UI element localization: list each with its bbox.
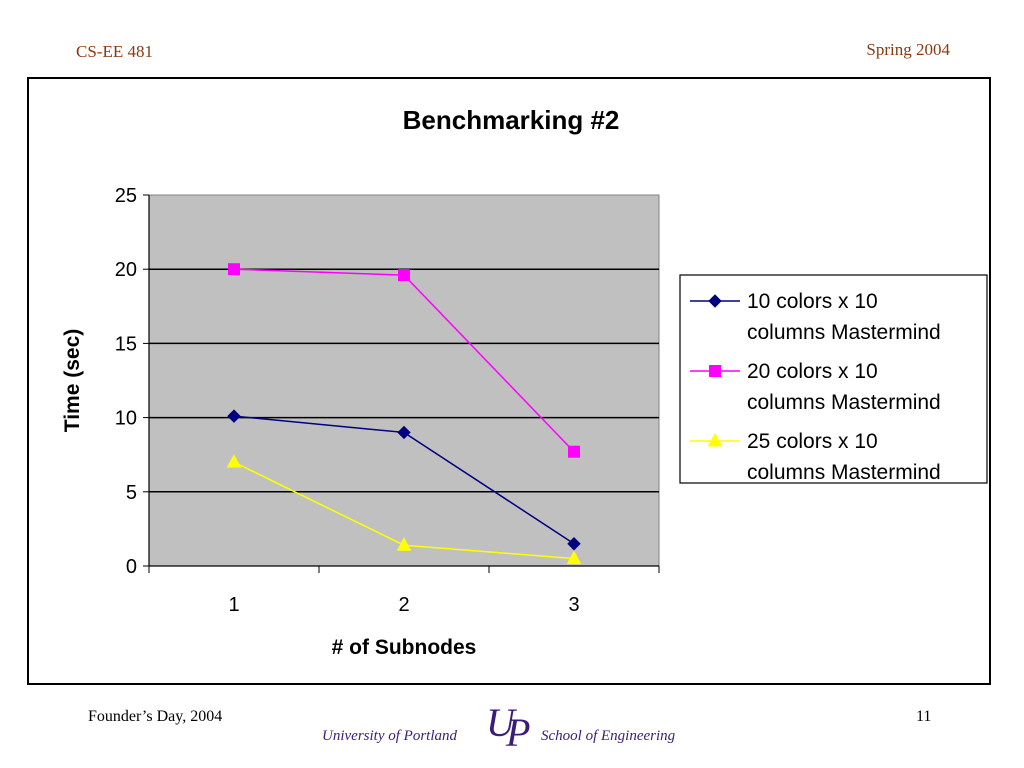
university-name: University of Portland [322,728,457,744]
data-point-s3-2 [396,537,412,551]
page-number: 11 [916,708,932,725]
data-point-s1-2 [397,425,411,440]
y-tick-label: 0 [126,556,137,578]
x-axis-label: # of Subnodes [332,636,477,659]
data-point-s2-2 [398,269,410,282]
course-label: CS-EE 481 [76,42,153,61]
data-point-s3-1 [226,454,242,468]
x-tick-label: 1 [228,594,239,616]
legend-marker-3 [707,432,723,447]
svg-text:U: U [486,700,518,745]
data-point-s1-3 [567,537,581,551]
y-tick-label: 25 [115,185,137,207]
data-point-s3-3 [566,550,582,565]
legend-label-2: 20 colors x 10 [747,360,878,383]
x-tick-label: 2 [398,594,409,616]
legend-label-3: columns Mastermind [747,461,941,484]
x-tick-label: 3 [568,594,579,616]
y-tick-label: 10 [115,408,137,430]
y-axis-label: Time (sec) [61,329,84,433]
y-tick-label: 5 [126,482,137,504]
data-point-s2-3 [568,445,580,458]
legend-marker-1 [708,294,722,308]
chart-title: Benchmarking #2 [403,105,620,135]
plot-area [148,194,660,567]
school-name: School of Engineering [541,728,676,744]
legend-label-2: columns Mastermind [747,391,941,414]
legend-label-3: 25 colors x 10 [747,430,878,453]
legend-label-1: columns Mastermind [747,321,941,344]
legend-marker-2 [709,365,721,377]
y-tick-label: 15 [115,333,137,355]
svg-text:P: P [505,710,530,752]
legend-label-1: 10 colors x 10 [747,290,878,313]
line-chart: Benchmarking #2 0 5 10 15 20 25 1 2 3 # of Subnode… [61,105,988,659]
data-point-s2-1 [228,263,240,276]
data-point-s1-1 [227,409,241,423]
y-tick-label: 20 [115,259,137,281]
university-logo: U P [486,700,530,752]
term-label: Spring 2004 [866,40,950,59]
legend-box [679,274,988,484]
chart-frame: Benchmarking #2 0 5 10 15 20 25 1 2 3 # of Subnode… [27,77,991,685]
footer-event: Founder’s Day, 2004 [88,708,223,725]
